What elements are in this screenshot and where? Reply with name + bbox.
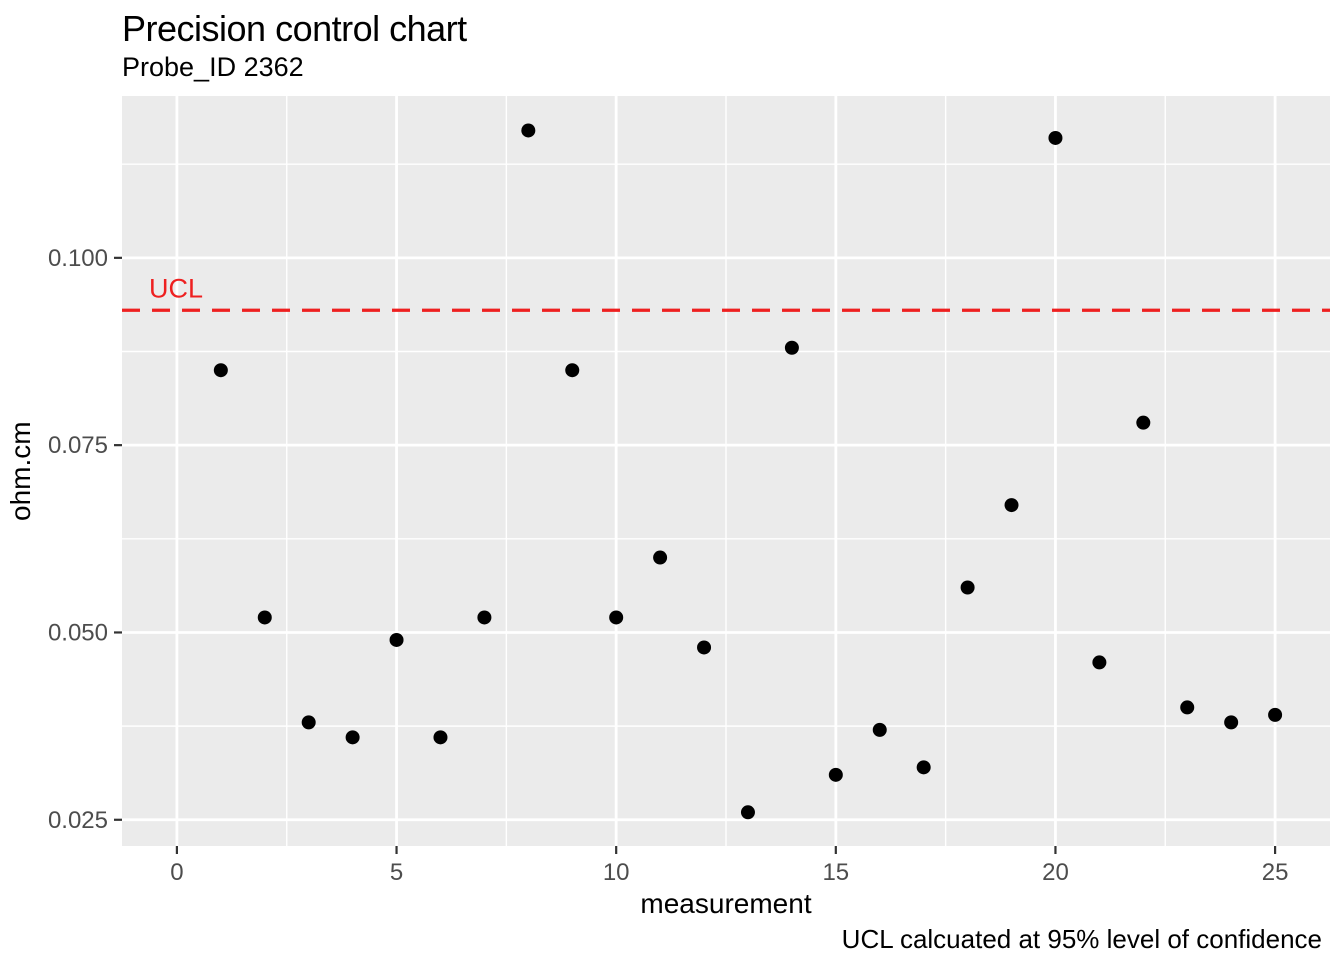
data-point-1 [213,363,228,378]
x-tick-label: 15 [822,859,849,886]
data-point-24 [1224,715,1239,730]
y-axis-title: ohm.cm [5,421,36,521]
data-point-8 [521,123,536,138]
data-point-19 [1004,498,1019,513]
x-axis-title: measurement [640,888,812,919]
data-point-25 [1268,707,1283,722]
data-point-15 [828,767,843,782]
data-point-2 [257,610,272,625]
data-point-11 [653,550,668,565]
y-tick-label: 0.100 [48,245,108,272]
data-point-16 [872,722,887,737]
y-tick-label: 0.050 [48,619,108,646]
x-tick-label: 25 [1262,859,1289,886]
data-point-13 [740,805,755,820]
y-tick-label: 0.075 [48,432,108,459]
chart-subtitle: Probe_ID 2362 [122,52,304,82]
data-point-20 [1048,130,1063,145]
data-point-14 [784,340,799,355]
data-point-12 [697,640,712,655]
data-point-7 [477,610,492,625]
data-point-9 [565,363,580,378]
data-point-5 [389,632,404,647]
data-point-4 [345,730,360,745]
data-point-23 [1180,700,1195,715]
data-point-10 [609,610,624,625]
ucl-line-label: UCL [149,273,203,303]
x-tick-label: 20 [1042,859,1069,886]
chart-caption: UCL calcuated at 95% level of confidence [841,924,1322,954]
x-tick-label: 0 [170,859,183,886]
chart-title: Precision control chart [122,8,467,49]
data-point-6 [433,730,448,745]
data-point-22 [1136,415,1151,430]
data-point-17 [916,760,931,775]
data-point-21 [1092,655,1107,670]
x-tick-label: 5 [390,859,403,886]
y-tick-label: 0.025 [48,807,108,834]
data-point-3 [301,715,316,730]
x-tick-label: 10 [603,859,630,886]
data-point-18 [960,580,975,595]
